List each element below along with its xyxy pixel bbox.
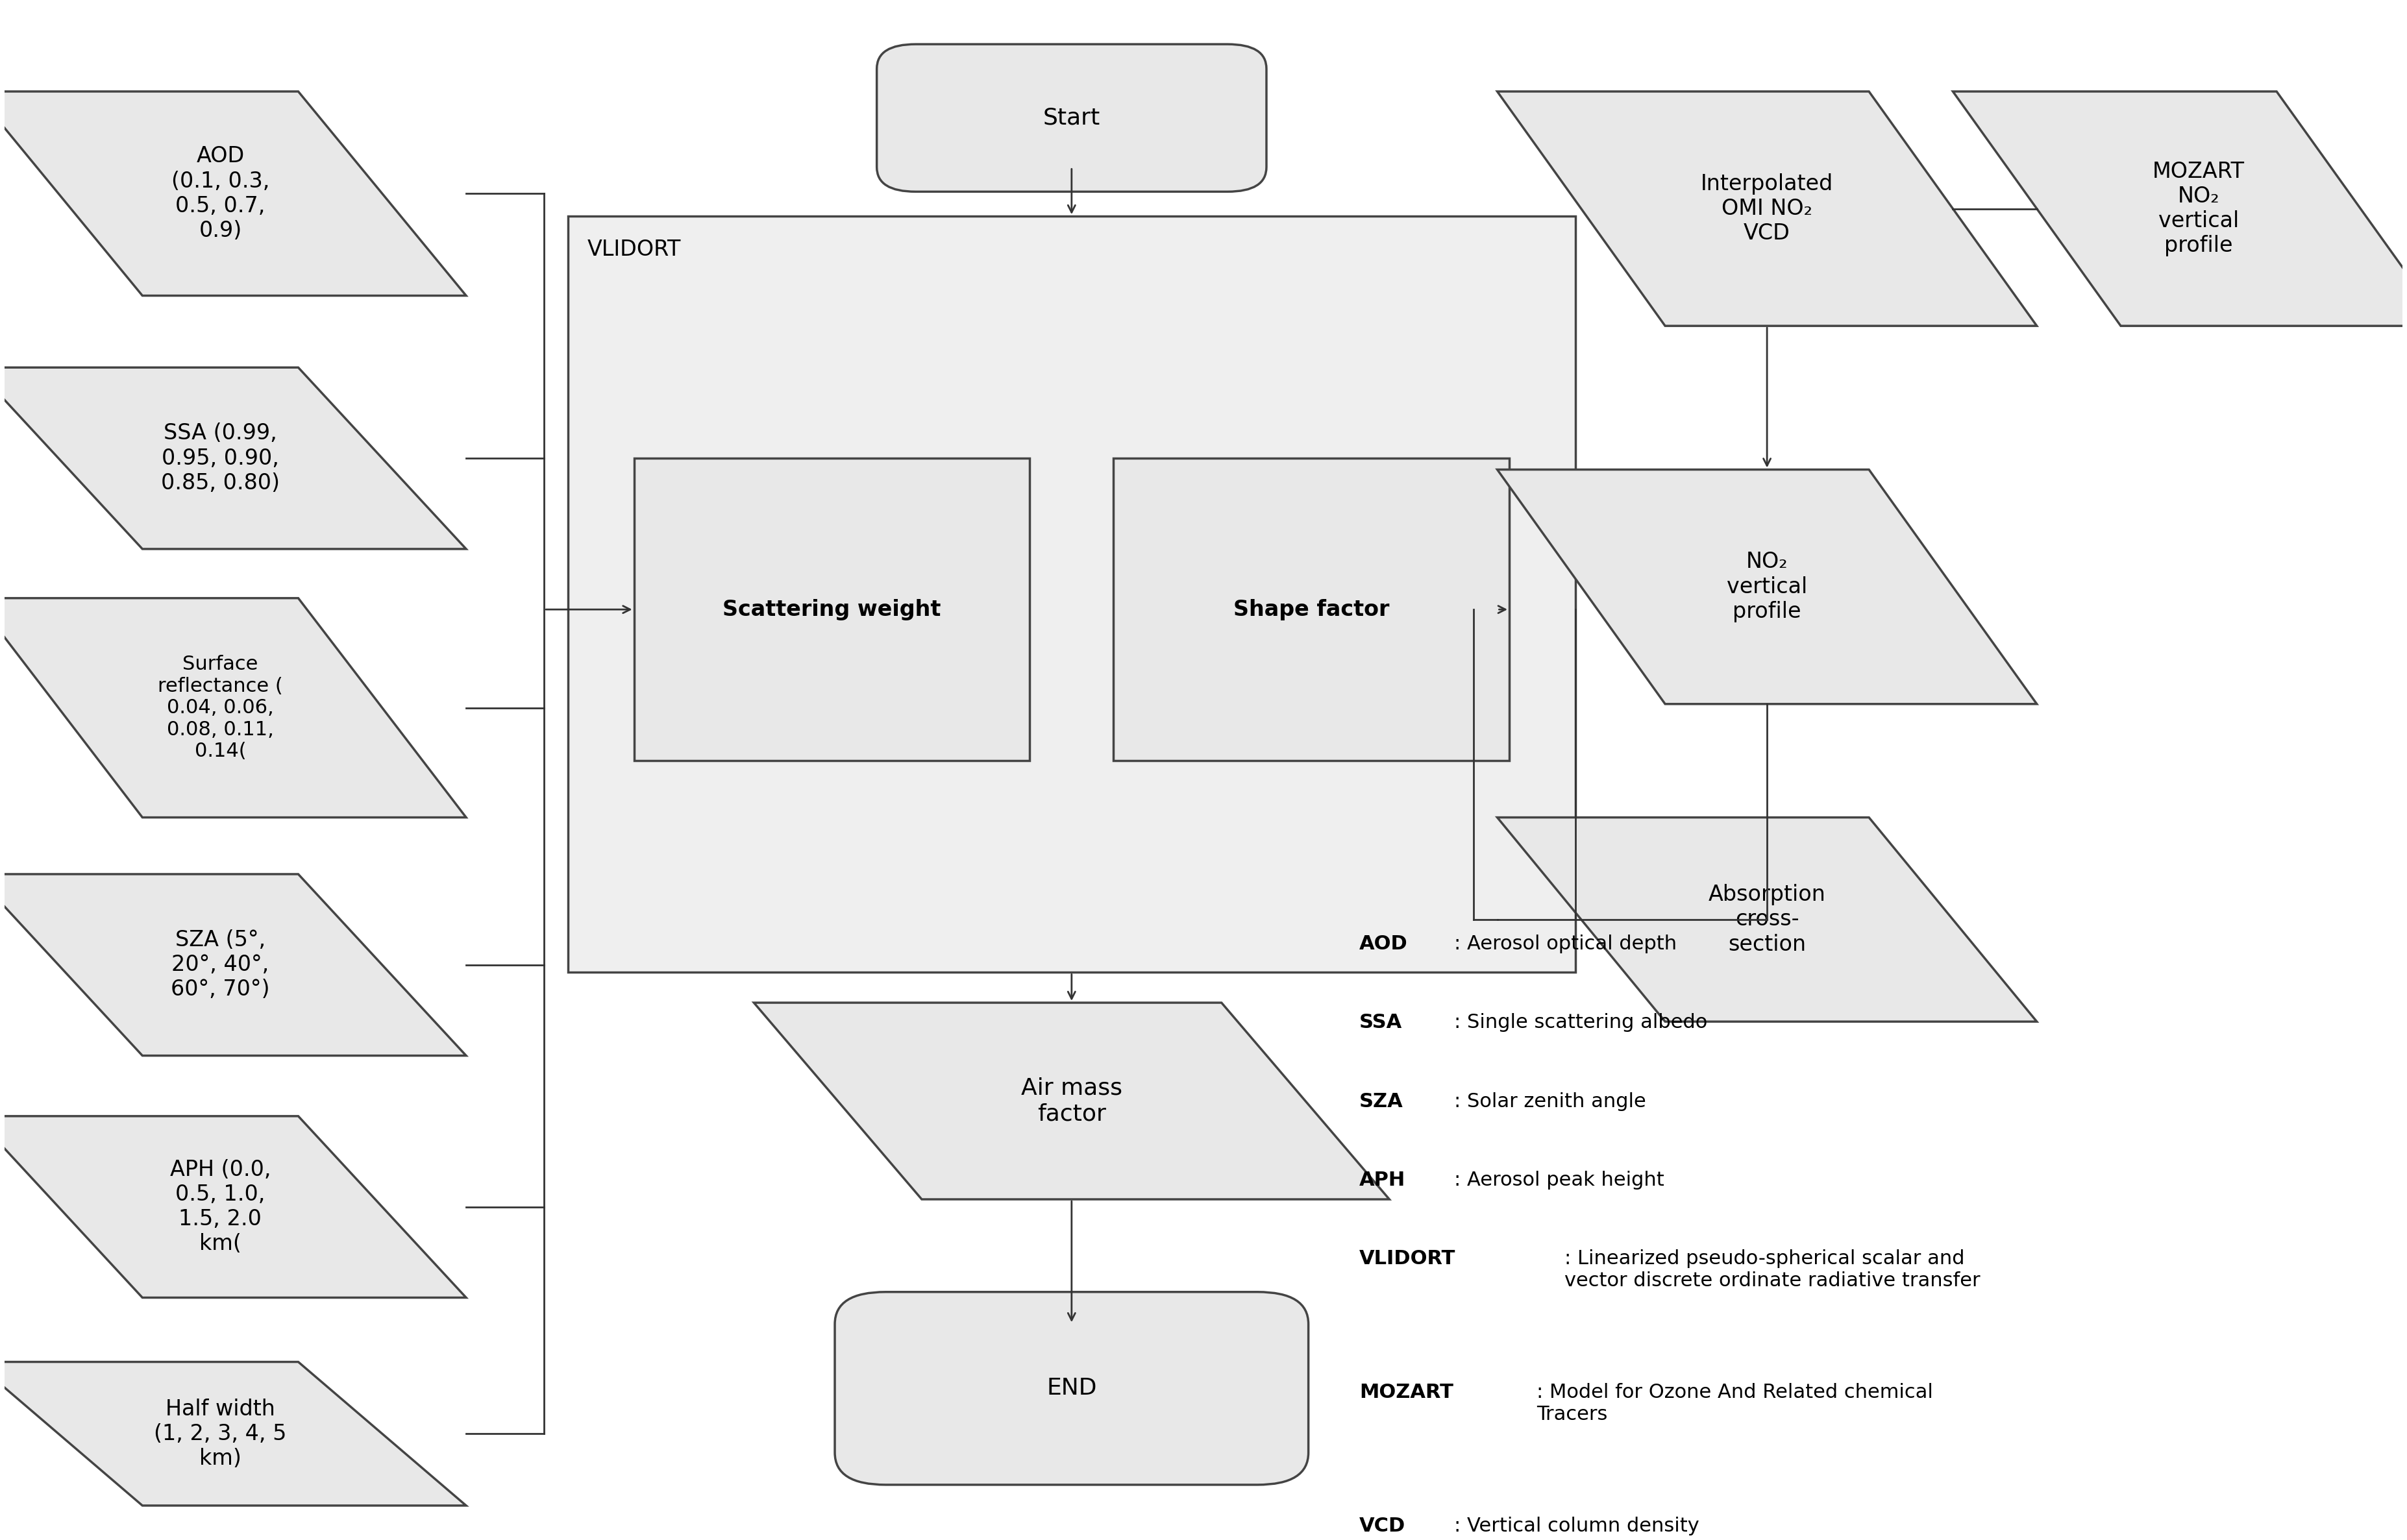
Text: AOD: AOD [1360, 935, 1408, 953]
Text: AOD
(0.1, 0.3,
0.5, 0.7,
0.9): AOD (0.1, 0.3, 0.5, 0.7, 0.9) [171, 146, 270, 242]
Polygon shape [1952, 91, 2407, 326]
Polygon shape [0, 598, 467, 818]
Polygon shape [0, 91, 467, 296]
FancyBboxPatch shape [835, 1292, 1309, 1485]
Text: Half width
(1, 2, 3, 4, 5
km): Half width (1, 2, 3, 4, 5 km) [154, 1398, 286, 1469]
Polygon shape [1497, 818, 2036, 1021]
Polygon shape [0, 875, 467, 1055]
Text: VLIDORT: VLIDORT [1360, 1249, 1456, 1267]
Text: NO₂
vertical
profile: NO₂ vertical profile [1726, 551, 1808, 622]
Text: Shape factor: Shape factor [1232, 599, 1389, 621]
Text: VLIDORT: VLIDORT [587, 239, 681, 260]
Text: : Vertical column density: : Vertical column density [1454, 1517, 1699, 1535]
Text: Absorption
cross-
section: Absorption cross- section [1709, 884, 1827, 955]
Polygon shape [1497, 91, 2036, 326]
Polygon shape [753, 1003, 1389, 1200]
Text: SSA (0.99,
0.95, 0.90,
0.85, 0.80): SSA (0.99, 0.95, 0.90, 0.85, 0.80) [161, 422, 279, 494]
Text: END: END [1047, 1377, 1098, 1400]
Text: SZA (5°,
20°, 40°,
60°, 70°): SZA (5°, 20°, 40°, 60°, 70°) [171, 929, 270, 1001]
Polygon shape [0, 1116, 467, 1298]
FancyBboxPatch shape [876, 45, 1266, 191]
Text: Start: Start [1042, 106, 1100, 129]
Polygon shape [0, 368, 467, 548]
Text: MOZART
NO₂
vertical
profile: MOZART NO₂ vertical profile [2152, 160, 2246, 257]
Text: : Model for Ozone And Related chemical
Tracers: : Model for Ozone And Related chemical T… [1536, 1383, 1933, 1423]
Text: VCD: VCD [1360, 1517, 1406, 1535]
Text: : Aerosol peak height: : Aerosol peak height [1454, 1170, 1663, 1189]
Text: : Solar zenith angle: : Solar zenith angle [1454, 1092, 1646, 1110]
Text: : Aerosol optical depth: : Aerosol optical depth [1454, 935, 1678, 953]
Bar [633, 459, 1030, 761]
Text: Air mass
factor: Air mass factor [1021, 1076, 1122, 1124]
Bar [568, 216, 1574, 972]
Text: : Linearized pseudo-spherical scalar and
vector discrete ordinate radiative tran: : Linearized pseudo-spherical scalar and… [1565, 1249, 1981, 1291]
Text: Scattering weight: Scattering weight [722, 599, 941, 621]
Polygon shape [0, 1361, 467, 1506]
Text: APH: APH [1360, 1170, 1406, 1189]
Text: SZA: SZA [1360, 1092, 1403, 1110]
Text: APH (0.0,
0.5, 1.0,
1.5, 2.0
km(: APH (0.0, 0.5, 1.0, 1.5, 2.0 km( [171, 1160, 272, 1255]
Text: Interpolated
OMI NO₂
VCD: Interpolated OMI NO₂ VCD [1702, 172, 1834, 245]
Polygon shape [1497, 470, 2036, 704]
Text: Surface
reflectance (
0.04, 0.06,
0.08, 0.11,
0.14(: Surface reflectance ( 0.04, 0.06, 0.08, … [159, 654, 284, 761]
Text: SSA: SSA [1360, 1013, 1403, 1032]
Text: : Single scattering albedo: : Single scattering albedo [1454, 1013, 1707, 1032]
Text: MOZART: MOZART [1360, 1383, 1454, 1401]
Bar [1114, 459, 1509, 761]
